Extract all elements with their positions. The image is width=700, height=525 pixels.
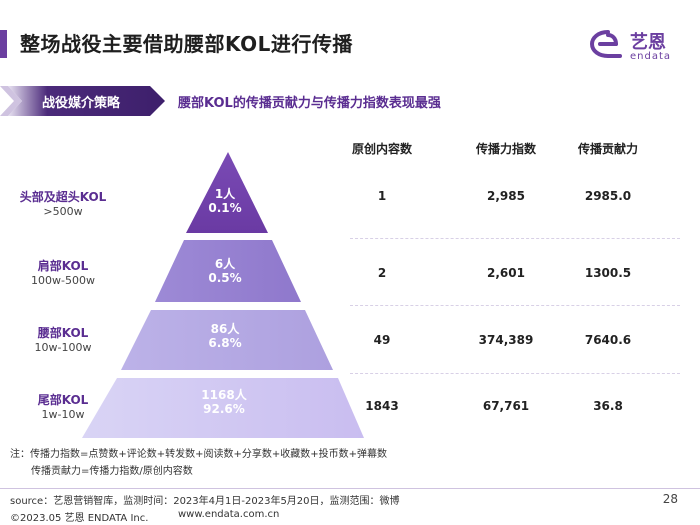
pyramid-tier-1 xyxy=(186,152,268,233)
cell-shoulder-contribution: 1300.5 xyxy=(584,266,632,280)
cell-shoulder-index: 2,601 xyxy=(487,266,525,280)
header-spread-index: 传播力指数 xyxy=(475,142,536,156)
endata-logo-icon xyxy=(590,30,622,58)
tier-2-text: 6人 0.5% xyxy=(208,257,242,285)
header-content-count: 原创内容数 xyxy=(351,142,412,156)
copyright-text: ©2023.05 艺恩 ENDATA Inc. xyxy=(10,513,149,524)
cell-head-index: 2,985 xyxy=(487,189,525,203)
tier-1-text: 1人 0.1% xyxy=(208,187,242,215)
cell-waist-contribution: 7640.6 xyxy=(584,333,632,347)
row-label-shoulder: 肩部KOL 100w-500w xyxy=(31,259,95,287)
section-tag: 战役媒介策略 xyxy=(0,86,165,116)
row-label-waist: 腰部KOL 10w-100w xyxy=(34,326,92,354)
row-label-head: 头部及超头KOL >500w xyxy=(19,190,107,218)
logo-text-en: endata xyxy=(630,51,672,62)
page-number: 28 xyxy=(662,492,678,506)
logo-text-cn: 艺恩 xyxy=(630,32,666,53)
endata-logo: 艺恩 endata xyxy=(590,26,690,66)
footnote-index-formula: 注：传播力指数=点赞数+评论数+转发数+阅读数+分享数+收藏数+投币数+弹幕数 xyxy=(10,449,388,460)
cell-tail-contribution: 36.8 xyxy=(593,399,623,413)
tier-3-text: 86人 6.8% xyxy=(208,322,242,350)
page-title: 整场战役主要借助腰部KOL进行传播 xyxy=(20,32,353,56)
section-tag-shape xyxy=(0,86,165,116)
source-text: source：艺恩营销智库，监测时间：2023年4月1日-2023年5月20日，… xyxy=(10,496,400,507)
title-accent-bar xyxy=(0,30,7,58)
row-divider xyxy=(350,238,680,239)
cell-tail-content: 1843 xyxy=(365,399,399,413)
section-tag-label: 战役媒介策略 xyxy=(42,96,121,111)
tier-4-text: 1168人 92.6% xyxy=(201,388,247,416)
header-contribution: 传播贡献力 xyxy=(577,142,638,156)
cell-waist-content: 49 xyxy=(373,333,391,347)
section-subtitle: 腰部KOL的传播贡献力与传播力指数表现最强 xyxy=(178,96,441,111)
row-divider xyxy=(350,373,680,374)
pyramid-tier-4 xyxy=(82,378,364,438)
website-link[interactable]: www.endata.com.cn xyxy=(178,509,280,520)
footnote-contribution-formula: 传播贡献力=传播力指数/原创内容数 xyxy=(31,466,193,477)
pyramid-tier-3 xyxy=(121,310,333,370)
row-divider xyxy=(350,305,680,306)
cell-head-contribution: 2985.0 xyxy=(584,189,632,203)
pyramid-tier-2 xyxy=(155,240,301,302)
cell-head-content: 1 xyxy=(377,189,387,203)
footer-divider xyxy=(0,488,700,489)
cell-tail-index: 67,761 xyxy=(482,399,530,413)
cell-waist-index: 374,389 xyxy=(478,333,534,347)
footnotes: 注：传播力指数=点赞数+评论数+转发数+阅读数+分享数+收藏数+投币数+弹幕数 … xyxy=(10,446,387,480)
cell-shoulder-content: 2 xyxy=(377,266,387,280)
row-label-tail: 尾部KOL 1w-10w xyxy=(37,393,89,421)
